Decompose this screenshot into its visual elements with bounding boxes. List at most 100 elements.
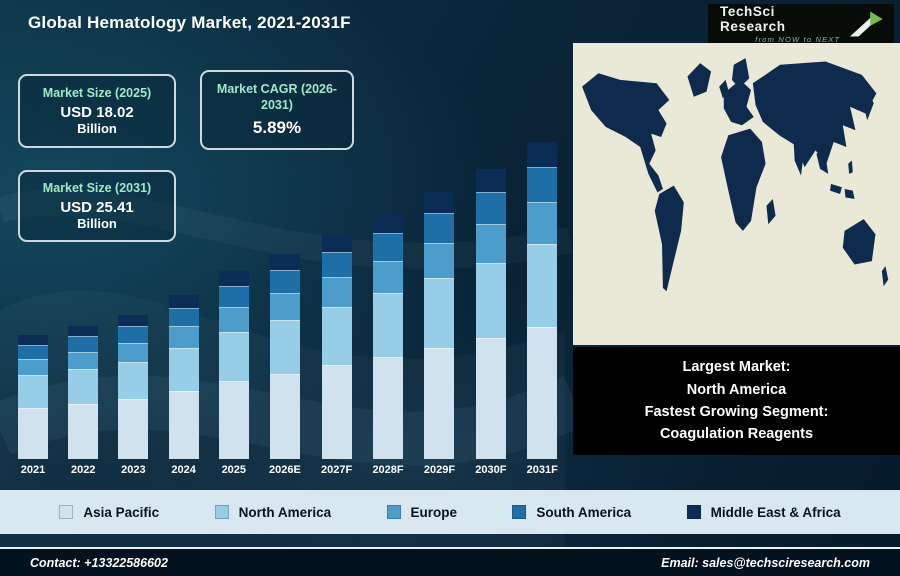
- highlight-line: Fastest Growing Segment:: [644, 404, 829, 420]
- bar-segment-south-america: [475, 191, 506, 225]
- indonesia: [830, 183, 842, 194]
- africa: [721, 128, 766, 231]
- bar-segment-north-america: [475, 262, 506, 338]
- south-america: [654, 185, 684, 292]
- info-box-label: Market Size (2025): [42, 85, 152, 100]
- legend-item-south-america: South America: [512, 505, 631, 520]
- bar-segment-south-america: [218, 285, 249, 307]
- bar-segment-europe: [68, 351, 99, 370]
- legend-label-asia-pacific: Asia Pacific: [83, 504, 160, 520]
- bar-segment-south-america: [269, 270, 300, 294]
- north-america: [582, 73, 670, 193]
- x-axis-label-2025: 2025: [221, 464, 247, 476]
- bar-stack-2025: [218, 271, 249, 459]
- bar-segment-asia-pacific: [373, 356, 404, 459]
- x-axis-label-2029f: 2029F: [423, 464, 456, 476]
- india: [793, 140, 806, 176]
- footer-email: Email: sales@techsciresearch.com: [661, 555, 870, 570]
- greenland: [687, 63, 712, 97]
- legend-item-north-america: North America: [214, 504, 332, 520]
- footer: Contact: +13322586602 Email: sales@techs…: [0, 547, 900, 576]
- legend-label-europe: Europe: [410, 504, 458, 520]
- bar-segment-asia-pacific: [118, 399, 149, 459]
- bar-segment-asia-pacific: [168, 390, 199, 459]
- bar-segment-middle-east-africa: [218, 271, 249, 286]
- info-box-value: USD 25.41: [60, 199, 134, 217]
- x-axis-label-2021: 2021: [20, 464, 46, 476]
- x-axis-label-2028f: 2028F: [372, 464, 404, 476]
- info-box-label: Market CAGR (2026-2031): [216, 81, 338, 112]
- bar-column-2022: 2022: [68, 326, 99, 476]
- logo-text: TechSci Research from NOW to NEXT: [720, 4, 840, 44]
- bar-segment-europe: [118, 342, 149, 362]
- bar-segment-europe: [527, 202, 558, 245]
- bar-segment-south-america: [68, 336, 99, 352]
- info-box-value: USD 18.02: [60, 104, 134, 122]
- bar-chart: 2021 2022 2023 2024 2025 2026E 2027F 2028F 2029F…: [12, 142, 564, 476]
- japan: [863, 95, 874, 121]
- highlight-line: North America: [686, 381, 787, 398]
- bar-segment-middle-east-africa: [424, 192, 455, 213]
- legend-swatch-asia-pacific: [59, 505, 74, 519]
- bar-segment-asia-pacific: [321, 365, 352, 459]
- x-axis-label-2024: 2024: [171, 464, 196, 476]
- highlight-box: Largest Market: North America Fastest Gr…: [573, 347, 900, 455]
- x-axis-label-2027f: 2027F: [321, 464, 353, 476]
- legend-label-north-america: North America: [238, 504, 332, 520]
- bar-segment-middle-east-africa: [475, 169, 506, 192]
- bar-segment-middle-east-africa: [68, 326, 99, 337]
- info-box-market-size-2025: Market Size (2025) USD 18.02 Billion: [18, 74, 176, 148]
- info-box-label: Market Size (2031): [42, 180, 152, 195]
- bar-stack-2030f: [475, 169, 506, 459]
- bar-segment-south-america: [321, 251, 352, 277]
- bar-column-2021: 2021: [18, 335, 48, 476]
- bar-segment-north-america: [168, 348, 199, 391]
- legend: Asia Pacific North America Europe South Ame…: [0, 490, 900, 534]
- bar-segment-south-america: [118, 326, 149, 343]
- bar-segment-middle-east-africa: [118, 315, 149, 327]
- bar-segment-asia-pacific: [269, 373, 300, 459]
- scandinavia: [731, 58, 750, 89]
- bar-segment-europe: [424, 242, 455, 279]
- info-box-market-cagr: Market CAGR (2026-2031) 5.89%: [200, 70, 354, 150]
- bar-segment-europe: [168, 326, 199, 349]
- bar-segment-europe: [321, 277, 352, 307]
- legend-item-asia-pacific: Asia Pacific: [59, 505, 159, 520]
- logo-tagline: from NOW to NEXT: [755, 35, 841, 44]
- bar-segment-north-america: [527, 244, 558, 327]
- bar-segment-north-america: [218, 331, 249, 381]
- bar-segment-europe: [269, 293, 300, 321]
- bar-segment-middle-east-africa: [269, 254, 300, 271]
- legend-swatch-south-america: [512, 505, 527, 519]
- info-box-unit: Billion: [77, 121, 117, 137]
- bar-column-2025: 2025: [218, 271, 249, 476]
- bar-segment-middle-east-africa: [527, 142, 558, 167]
- bar-segment-south-america: [424, 213, 455, 243]
- bar-stack-2024: [168, 295, 199, 459]
- bar-column-2026e: 2026E: [269, 254, 301, 476]
- bar-segment-europe: [475, 224, 506, 263]
- info-box-market-size-2031: Market Size (2031) USD 25.41 Billion: [18, 170, 176, 242]
- bar-segment-south-america: [527, 167, 558, 203]
- bar-column-2029f: 2029F: [424, 192, 455, 476]
- bar-column-2028f: 2028F: [372, 214, 404, 476]
- map-landmasses: [582, 58, 889, 292]
- legend-swatch-europe: [386, 505, 401, 519]
- bar-segment-north-america: [373, 293, 404, 357]
- legend-swatch-north-america: [214, 505, 229, 519]
- x-axis-label-2023: 2023: [121, 464, 146, 476]
- bar-segment-north-america: [118, 361, 149, 400]
- legend-swatch-middle-east-africa: [686, 505, 701, 519]
- bar-segment-south-america: [168, 307, 199, 327]
- legend-item-europe: Europe: [386, 504, 458, 520]
- x-axis-label-2031f: 2031F: [526, 464, 558, 476]
- bar-stack-2026e: [269, 254, 300, 459]
- x-axis-label-2030f: 2030F: [475, 464, 507, 476]
- bar-segment-north-america: [68, 369, 99, 404]
- bar-segment-south-america: [373, 233, 404, 261]
- bar-column-2030f: 2030F: [475, 169, 506, 476]
- bar-column-2023: 2023: [118, 315, 149, 476]
- highlight-line: Coagulation Reagents: [659, 426, 814, 443]
- bar-segment-europe: [18, 358, 48, 376]
